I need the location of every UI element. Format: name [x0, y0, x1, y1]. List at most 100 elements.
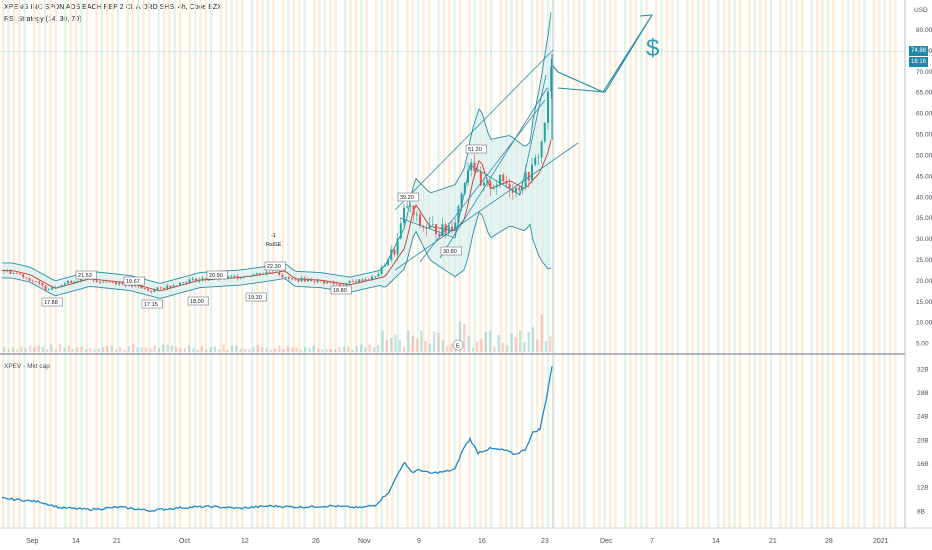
volume-bar: [325, 349, 328, 352]
volume-bar: [41, 346, 45, 352]
volume-bar: [226, 349, 229, 352]
volume-bar: [519, 330, 522, 352]
session-stripe: [116, 0, 120, 528]
session-stripe: [33, 0, 36, 528]
session-stripe: [354, 0, 358, 528]
candle-body: [185, 282, 188, 284]
candle-body: [140, 286, 143, 289]
volume-bar: [76, 347, 79, 352]
candle-body: [35, 281, 37, 283]
candle-body: [374, 276, 377, 277]
volume-bar: [230, 345, 234, 352]
volume-bar: [445, 346, 449, 352]
session-stripe: [479, 0, 482, 528]
session-stripe: [241, 0, 244, 528]
candle-body: [547, 91, 549, 123]
mkt-cap-tick-label: 24B: [917, 414, 929, 421]
candle-body: [313, 281, 316, 283]
session-stripe: [298, 0, 301, 528]
candle-body: [326, 281, 329, 284]
price-tick-label: 20.00: [916, 278, 932, 285]
pattern-leg: [399, 217, 456, 239]
session-stripe: [624, 0, 627, 528]
pivot-label-text: 17.88: [44, 300, 58, 306]
candle-body: [76, 281, 79, 283]
candle-body: [3, 270, 5, 272]
candle-body: [457, 206, 460, 223]
candle-body: [31, 280, 34, 282]
volume-bar: [368, 344, 371, 352]
bar-countdown-tag: 18:16: [909, 57, 929, 67]
volume-bar: [273, 348, 277, 352]
session-stripe: [759, 0, 762, 528]
candle-body: [22, 274, 25, 278]
candle-body: [265, 272, 268, 274]
session-stripe: [64, 0, 67, 528]
event-icon[interactable]: [452, 339, 464, 351]
indicator-title: RSI Strategy (14, 30, 70): [4, 16, 82, 23]
projection-path: [552, 14, 654, 93]
session-stripe: [106, 0, 109, 528]
pivot-label-box: [206, 270, 228, 280]
volume-bar: [265, 348, 268, 352]
pivot-label-text: 21.53: [78, 273, 92, 279]
candle-body: [300, 277, 303, 282]
session-stripe: [655, 0, 658, 528]
mkt-cap-tick-label: 12B: [917, 485, 929, 492]
candle-body: [447, 226, 450, 234]
volume-bar: [381, 330, 384, 352]
candle-body: [156, 287, 159, 290]
session-stripe: [111, 0, 114, 528]
pivot-label-text: 19.30: [248, 295, 262, 301]
volume-bar: [252, 346, 255, 352]
volume-bar: [127, 345, 131, 352]
session-stripe: [179, 0, 182, 528]
candle-body: [115, 282, 117, 285]
candle-body: [227, 276, 229, 279]
candle-body: [252, 274, 255, 277]
volume-bar: [364, 347, 367, 352]
volume-bar: [407, 330, 410, 352]
session-stripe: [883, 0, 886, 528]
candle-body: [246, 276, 249, 278]
volume-bar: [50, 344, 53, 352]
candle-body: [284, 277, 287, 278]
volume-bar: [347, 346, 350, 352]
price-tick-label: 45.00: [916, 173, 932, 180]
time-tick-label: 9: [417, 538, 421, 545]
signal-label: RsiSE: [266, 242, 282, 248]
volume-bar: [321, 349, 324, 352]
candle-body: [159, 287, 162, 289]
candle-body: [364, 279, 367, 282]
mkt-cap-tick-label: 32B: [917, 366, 929, 373]
pivot-label-box: [187, 296, 209, 306]
candle-body: [470, 162, 473, 171]
session-stripe: [148, 0, 151, 528]
time-tick-label: Nov: [358, 538, 371, 545]
time-tick-label: 23: [541, 538, 549, 545]
session-stripe: [583, 0, 586, 528]
session-stripe: [863, 0, 866, 528]
session-stripe: [717, 0, 720, 528]
candle-body: [118, 282, 121, 285]
volume-bar: [398, 340, 401, 352]
candle-body: [339, 283, 341, 286]
fib-line: [439, 87, 548, 259]
volume-bar: [351, 349, 354, 352]
volume-bar: [355, 346, 358, 352]
time-tick-label: Oct: [179, 538, 190, 545]
session-stripe: [505, 0, 508, 528]
volume-bar: [132, 344, 135, 352]
session-stripe: [614, 0, 617, 528]
volume-bar: [390, 338, 393, 352]
session-stripe: [857, 0, 861, 528]
volume-bar: [501, 343, 505, 352]
price-tick-label: 40.00: [916, 194, 932, 201]
volume-bar: [428, 343, 432, 352]
fib-line: [419, 99, 546, 263]
dollar-sign: $: [646, 35, 659, 62]
pivot-label-text: 17.15: [144, 302, 158, 308]
session-stripe: [592, 0, 596, 528]
time-tick-label: Sep: [26, 538, 39, 545]
